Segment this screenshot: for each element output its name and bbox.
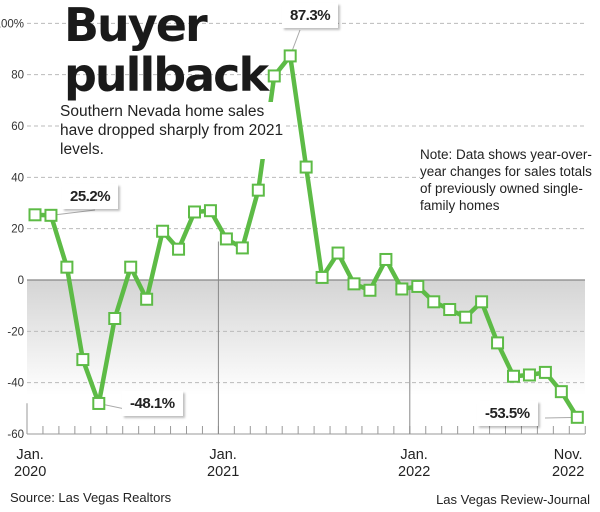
annotation-minus-53-5: -53.5%: [477, 401, 538, 426]
credit: Las Vegas Review-Journal: [436, 492, 590, 507]
data-point-2020-06: [108, 312, 122, 326]
y-tick-label: -60: [7, 429, 24, 441]
x-tick-jan-2021: Jan. 2021: [207, 447, 240, 480]
data-point-2021-08: [331, 246, 345, 260]
y-tick-label: 100%: [0, 18, 24, 30]
data-point-2022-03: [443, 303, 457, 317]
y-tick-label: 80: [11, 70, 24, 82]
data-point-2020-11: [188, 205, 201, 219]
chart-subtitle: Southern Nevada home sales have dropped …: [60, 102, 285, 159]
data-point-2020-02: [44, 208, 58, 222]
data-point-2020-04: [76, 353, 90, 367]
data-point-2020-05: [92, 396, 106, 410]
data-point-2022-07: [507, 369, 520, 383]
data-point-2022-04: [459, 310, 473, 324]
data-point-2021-05: [283, 49, 297, 63]
data-point-2020-09: [156, 224, 170, 238]
data-point-2022-06: [491, 336, 505, 350]
data-point-2022-11: [570, 410, 584, 424]
x-tick-jan-2022: Jan. 2022: [398, 447, 431, 480]
data-point-2021-04: [267, 69, 281, 83]
data-point-2021-07: [315, 270, 329, 284]
data-point-2021-09: [347, 277, 361, 291]
callout-leader: [50, 209, 96, 216]
data-point-2021-01: [219, 232, 233, 246]
y-tick-label: -20: [7, 326, 24, 338]
x-tick-jan-2020: Jan. 2020: [14, 447, 47, 480]
x-tick-nov-2022: Nov. 2022: [552, 447, 585, 480]
data-point-2022-10: [554, 385, 568, 399]
data-point-2021-12: [395, 282, 409, 296]
data-point-2020-10: [172, 242, 186, 256]
source-note: Source: Las Vegas Realtors: [10, 490, 172, 505]
data-point-2020-07: [124, 260, 138, 274]
y-tick-label: 0: [18, 275, 24, 287]
data-point-2022-05: [475, 295, 489, 309]
data-point-2020-01: [28, 208, 42, 222]
chart-title: Buyer pullback: [64, 0, 269, 102]
annotation-25-2: 25.2%: [62, 184, 119, 209]
data-point-2020-03: [60, 260, 74, 274]
data-point-2020-08: [140, 292, 154, 306]
annotation-minus-48-1: -48.1%: [122, 391, 183, 416]
data-point-2022-02: [427, 295, 441, 309]
data-point-2022-01: [411, 279, 425, 293]
annotation-87-3: 87.3%: [282, 3, 339, 28]
chart-note: Note: Data shows year-over-year changes …: [420, 146, 595, 214]
y-tick-label: 60: [11, 121, 24, 133]
data-point-2020-12: [203, 204, 217, 218]
data-point-2022-09: [538, 365, 552, 379]
data-point-2021-10: [363, 283, 377, 297]
data-point-2021-06: [299, 160, 313, 174]
y-tick-label: -40: [7, 378, 24, 390]
data-point-2022-08: [522, 368, 536, 382]
y-tick-label: 40: [11, 172, 24, 184]
data-point-2021-11: [379, 252, 393, 266]
data-point-2021-02: [235, 241, 249, 255]
y-tick-label: 20: [11, 224, 24, 236]
data-point-2021-03: [251, 183, 265, 197]
